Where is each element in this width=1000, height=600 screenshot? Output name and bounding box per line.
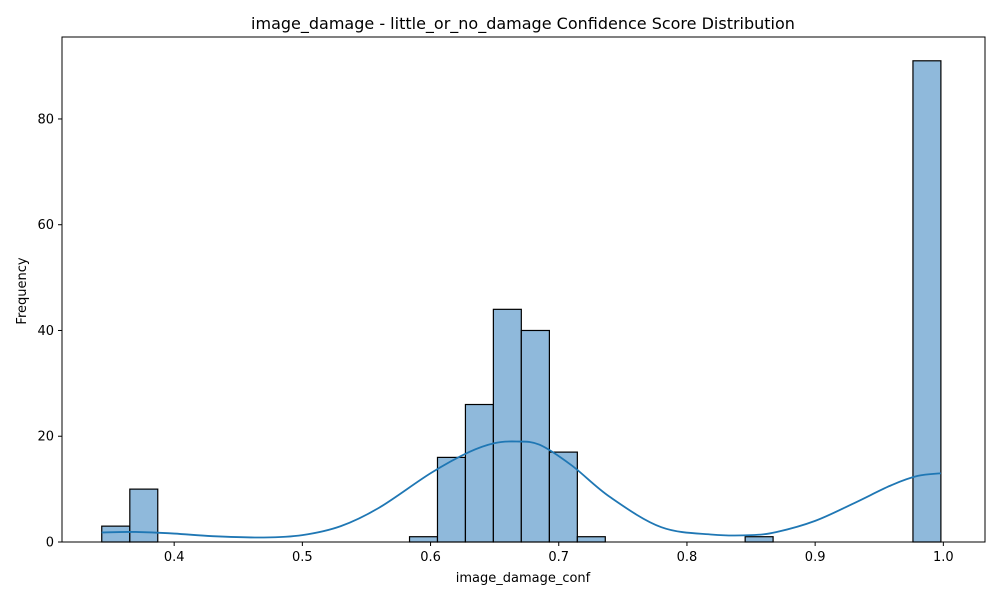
x-tick-label: 1.0	[933, 550, 954, 565]
histogram-bar	[912, 60, 942, 543]
plot-area	[101, 60, 942, 543]
y-tick-label: 80	[37, 112, 54, 127]
histogram-bar	[408, 536, 439, 543]
histogram-bar	[520, 329, 550, 543]
axes-frame	[61, 36, 986, 543]
histogram-bar	[129, 488, 159, 543]
y-tick-label: 20	[37, 430, 54, 445]
histogram-bar	[576, 536, 606, 543]
histogram-bar	[101, 525, 131, 543]
x-tick-label: 0.8	[677, 550, 698, 565]
histogram-bar	[744, 536, 774, 543]
x-tick-label: 0.9	[805, 550, 826, 565]
x-tick-label: 0.4	[164, 550, 185, 565]
y-tick-label: 40	[37, 324, 54, 339]
y-axis-title: Frequency	[15, 257, 30, 324]
y-tick-label: 60	[37, 218, 54, 233]
x-axis-title: image_damage_conf	[456, 571, 591, 586]
histogram-bar	[492, 308, 522, 543]
y-tick-label: 0	[46, 536, 54, 551]
x-tick-label: 0.7	[548, 550, 569, 565]
chart-title: image_damage - little_or_no_damage Confi…	[251, 14, 795, 34]
x-tick-label: 0.6	[420, 550, 441, 565]
histogram-bar	[464, 403, 494, 543]
x-axis: 0.4 0.5 0.6 0.7 0.8 0.9 1.0	[164, 542, 954, 565]
y-axis: 0 20 40 60 80	[37, 112, 62, 551]
x-tick-label: 0.5	[292, 550, 313, 565]
kde-line	[101, 440, 942, 539]
histogram-bar	[436, 456, 467, 543]
